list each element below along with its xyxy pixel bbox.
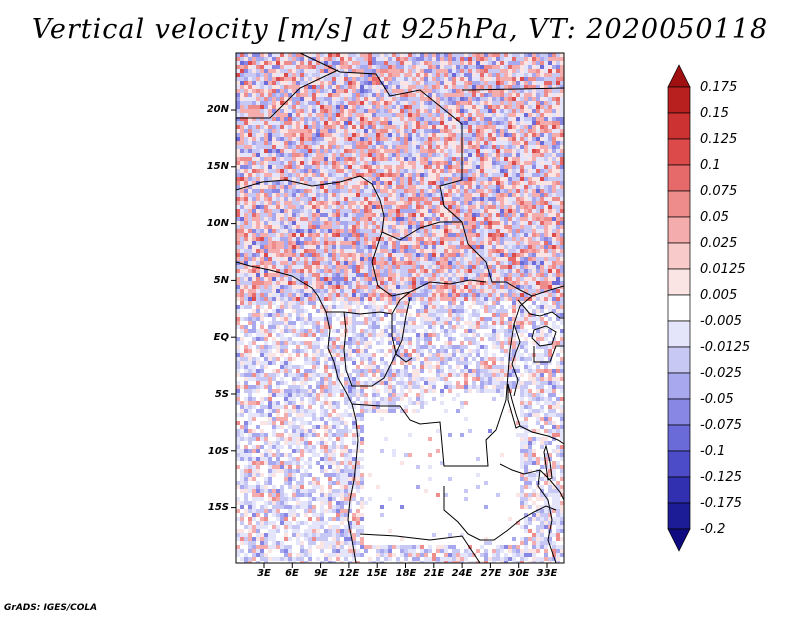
colorbar-label: -0.025 [700,366,742,381]
lon-tick-label: 12E [338,568,360,579]
colorbar-label: 0.1 [700,158,721,173]
colorbar-segment [667,294,691,322]
border-line [236,175,385,233]
border-line [351,295,533,467]
colorbar-label: -0.05 [700,392,734,407]
country-borders [236,53,564,563]
colorbar-label: 0.175 [700,80,738,95]
lon-tick-label: 3E [257,568,271,579]
colorbar-label: 0.05 [700,210,729,225]
colorbar [667,64,691,552]
velocity-field [236,53,564,563]
border-line [517,299,564,319]
colorbar-segment [667,268,691,296]
lon-tick-label: 18E [395,568,417,579]
colorbar-segment [667,372,691,400]
border-line [299,53,564,297]
colorbar-segment [667,450,691,478]
lon-tick-label: 24E [451,568,473,579]
colorbar-bottom-arrow [667,528,691,552]
colorbar-segment [667,164,691,192]
lat-tick-label: EQ [213,332,229,343]
lon-tick-label: 33E [536,568,558,579]
border-line [511,323,521,397]
chart-title: Vertical velocity [m/s] at 925hPa, VT: 2… [31,14,769,45]
footer-credit: GrADS: IGES/COLA [4,603,98,613]
colorbar-segment [667,502,691,530]
lake-victoria [531,325,557,347]
colorbar-segment [667,242,691,270]
colorbar-label: 0.125 [700,132,738,147]
lat-tick-label: 10N [206,218,229,229]
lat-tick-label: 20N [206,104,229,115]
colorbar-label: 0.025 [700,236,738,251]
colorbar-segment [667,190,691,218]
lake-tanganyika [507,383,521,429]
border-line [537,469,557,563]
lat-tick-label: 5S [214,389,229,400]
axis-ticks [231,109,548,568]
colorbar-label: 0.075 [700,184,738,199]
colorbar-top-arrow [667,64,691,88]
colorbar-segment [667,86,691,114]
map-frame [235,52,565,564]
colorbar-segment [667,216,691,244]
lon-tick-label: 9E [314,568,328,579]
lake-malawi [543,444,553,481]
border-line [236,69,339,119]
lon-tick-label: 30E [508,568,530,579]
colorbar-segment [667,398,691,426]
lat-tick-label: 15N [206,161,229,172]
lon-tick-label: 6E [285,568,299,579]
colorbar-label: -0.2 [700,522,726,537]
border-line [443,486,557,541]
lat-tick-label: 10S [207,446,229,457]
colorbar-label: 0.0125 [700,262,746,277]
lat-tick-label: 15S [207,502,229,513]
border-line [519,425,564,445]
coastline [236,261,359,563]
colorbar-segment [667,346,691,374]
border-line [391,314,413,363]
colorbar-segment [667,320,691,348]
colorbar-label: -0.005 [700,314,742,329]
colorbar-segment [667,424,691,452]
colorbar-label: -0.175 [700,496,742,511]
colorbar-label: 0.005 [700,288,738,303]
lon-tick-label: 27E [480,568,502,579]
border-line [343,297,411,387]
lon-tick-label: 15E [366,568,388,579]
colorbar-label: -0.1 [700,444,726,459]
colorbar-label: -0.075 [700,418,742,433]
border-line [462,87,564,91]
border-line [533,345,564,363]
colorbar-segment [667,476,691,504]
colorbar-segment [667,112,691,140]
lon-tick-label: 21E [423,568,445,579]
border-line [381,221,462,241]
colorbar-label: -0.0125 [700,340,751,355]
colorbar-segment [667,138,691,166]
lat-tick-label: 5N [213,275,229,286]
border-line [359,533,481,563]
colorbar-label: 0.15 [700,106,729,121]
colorbar-label: -0.125 [700,470,742,485]
